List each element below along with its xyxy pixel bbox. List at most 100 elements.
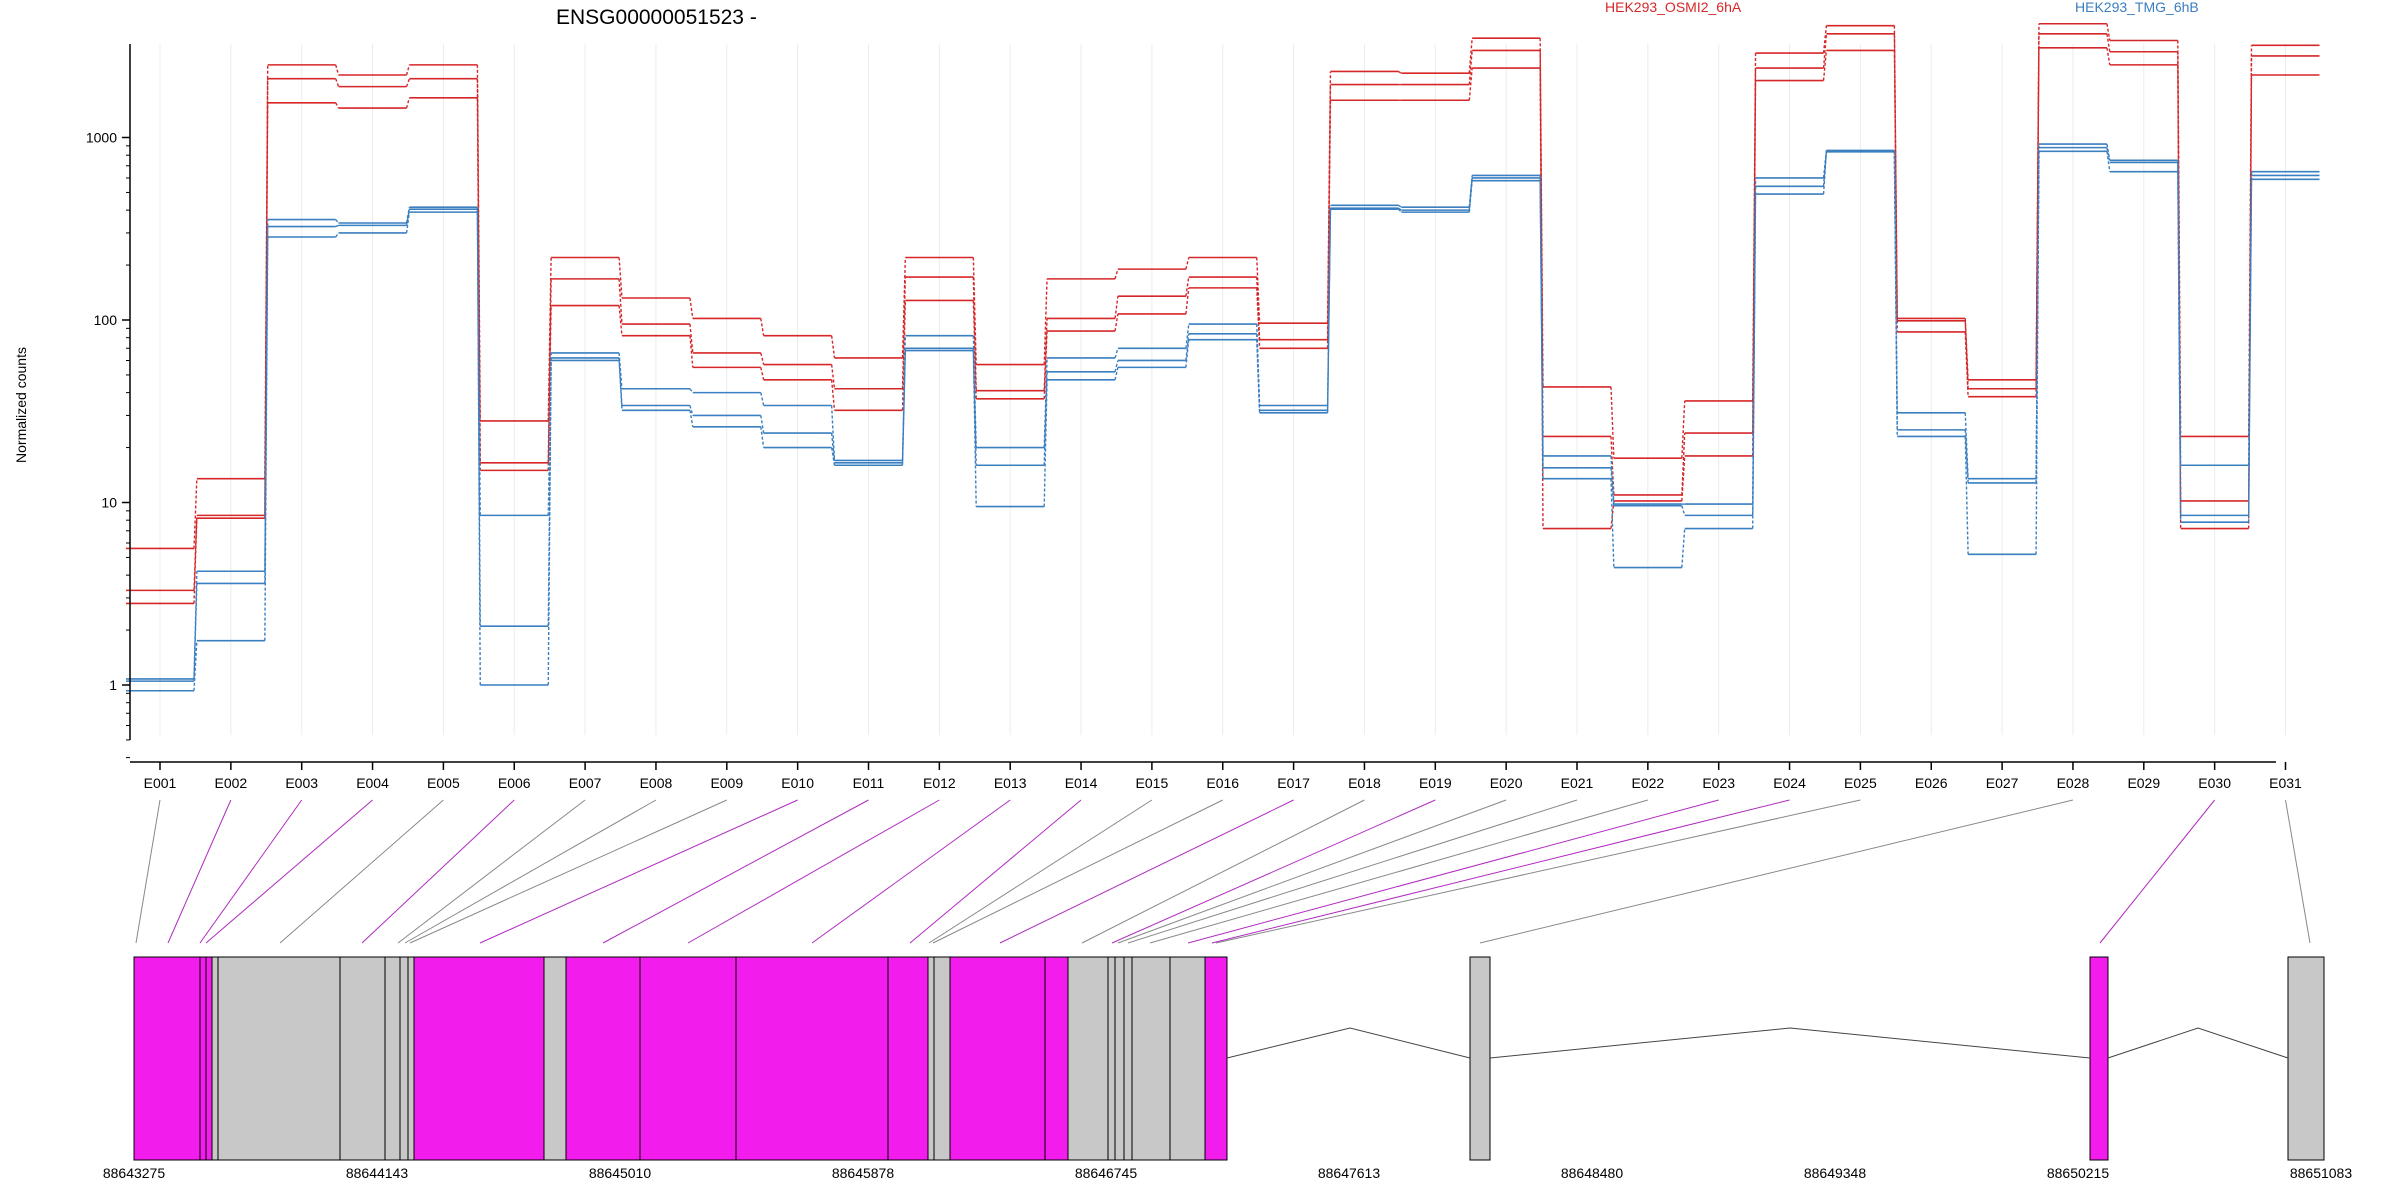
- exon-block: [399, 956, 409, 1161]
- series-connector: [1185, 333, 1190, 361]
- exon-connector: [135, 799, 161, 944]
- exon-connector: [2285, 799, 2311, 944]
- exon-block: [735, 956, 889, 1161]
- series-connector: [1539, 177, 1544, 468]
- series-connector: [2106, 147, 2111, 163]
- series-connector: [547, 305, 552, 471]
- exon-block: [927, 956, 935, 1161]
- intron-line: [2107, 1027, 2289, 1059]
- exon-connector: [909, 799, 1082, 944]
- series-connector: [830, 447, 836, 466]
- x-tick-label: E030: [2198, 775, 2231, 791]
- x-tick-label: E001: [144, 775, 177, 791]
- x-tick-label: E014: [1065, 775, 1098, 791]
- series-lines: [126, 22, 2320, 692]
- x-tick-label: E002: [214, 775, 247, 791]
- series-connector: [1610, 467, 1615, 506]
- series-connector: [1114, 296, 1119, 319]
- x-tick-label: E009: [710, 775, 743, 791]
- series-connector: [2106, 33, 2111, 52]
- series-connector: [1043, 331, 1048, 399]
- exon-connector: [397, 799, 586, 944]
- series-connector: [901, 350, 907, 466]
- gene-coordinate-label: 88646745: [1075, 1165, 1138, 1181]
- x-tick-label: E010: [781, 775, 814, 791]
- series-connector: [972, 300, 977, 399]
- exon-block: [1107, 956, 1116, 1161]
- series-connector: [1468, 50, 1473, 85]
- exon-block: [205, 956, 213, 1161]
- series-connector: [1326, 208, 1332, 411]
- series-connector: [760, 352, 765, 365]
- exon-block: [1044, 956, 1069, 1161]
- series-connector: [1681, 505, 1686, 516]
- series-connector: [1964, 331, 1969, 397]
- exon-block: [949, 956, 1046, 1161]
- series-connector: [972, 257, 977, 365]
- x-tick-label: E026: [1915, 775, 1948, 791]
- series-connector: [264, 226, 269, 584]
- series-connector: [830, 364, 836, 389]
- exon-block: [1204, 956, 1228, 1161]
- series-connector: [2247, 179, 2253, 523]
- x-tick-label: E025: [1844, 775, 1877, 791]
- series-connector: [1398, 204, 1402, 208]
- gene-coordinate-label: 88643275: [103, 1165, 166, 1181]
- x-tick-label: E007: [569, 775, 602, 791]
- gene-coordinate-label: 88645010: [589, 1165, 652, 1181]
- x-tick-label: E004: [356, 775, 389, 791]
- exon-block: [2287, 956, 2325, 1161]
- series-connector: [193, 478, 198, 549]
- exon-block: [933, 956, 951, 1161]
- exon-connector: [479, 799, 798, 944]
- x-tick-label: E017: [1277, 775, 1310, 791]
- exon-connector: [1215, 799, 1861, 944]
- series-connector: [1114, 313, 1119, 332]
- exon-connector: [1479, 799, 2074, 944]
- x-tick-label: E022: [1631, 775, 1664, 791]
- exon-block: [217, 956, 341, 1161]
- series-connector: [1043, 371, 1048, 466]
- exon-block: [1131, 956, 1171, 1161]
- x-tick-label: E027: [1986, 775, 2019, 791]
- series-connector: [193, 518, 198, 604]
- series-connector: [760, 318, 765, 336]
- series-connector: [2106, 23, 2111, 41]
- series-connector: [1681, 528, 1686, 568]
- intron-line: [1226, 1027, 1471, 1059]
- series-connector: [1681, 400, 1686, 459]
- gene-coordinate-label: 88645878: [832, 1165, 895, 1181]
- y-tick-label: 1: [109, 677, 117, 693]
- series-connector: [618, 305, 623, 336]
- series-connector: [476, 212, 481, 686]
- series-connector: [2106, 47, 2111, 65]
- series-connector: [264, 236, 269, 641]
- series-connector: [2177, 171, 2182, 523]
- series-connector: [405, 78, 411, 87]
- series-connector: [1185, 323, 1190, 349]
- series-connector: [1468, 38, 1473, 74]
- series-connector: [405, 209, 411, 226]
- series-connector: [1256, 257, 1261, 324]
- series-connector: [2035, 151, 2040, 555]
- exon-block: [133, 956, 201, 1161]
- series-connector: [1185, 287, 1190, 314]
- y-tick-label: 100: [94, 312, 118, 328]
- series-connector: [547, 278, 552, 463]
- exon-connector: [279, 799, 444, 944]
- series-connector: [618, 257, 623, 299]
- exon-connector: [1081, 799, 1365, 944]
- series-connector: [1610, 455, 1615, 505]
- series-connector: [1610, 386, 1615, 459]
- legend-entry-tmg: HEK293_TMG_6hB: [2075, 0, 2199, 15]
- exon-block: [339, 956, 386, 1161]
- exon-connector: [2099, 799, 2216, 944]
- series-connector: [689, 335, 694, 368]
- exon-connector: [361, 799, 515, 944]
- series-connector: [1398, 70, 1402, 74]
- x-tick-label: E028: [2057, 775, 2090, 791]
- x-tick-label: E005: [427, 775, 460, 791]
- series-connector: [2106, 143, 2111, 161]
- series-connector: [1114, 348, 1119, 359]
- x-tick-label: E029: [2127, 775, 2160, 791]
